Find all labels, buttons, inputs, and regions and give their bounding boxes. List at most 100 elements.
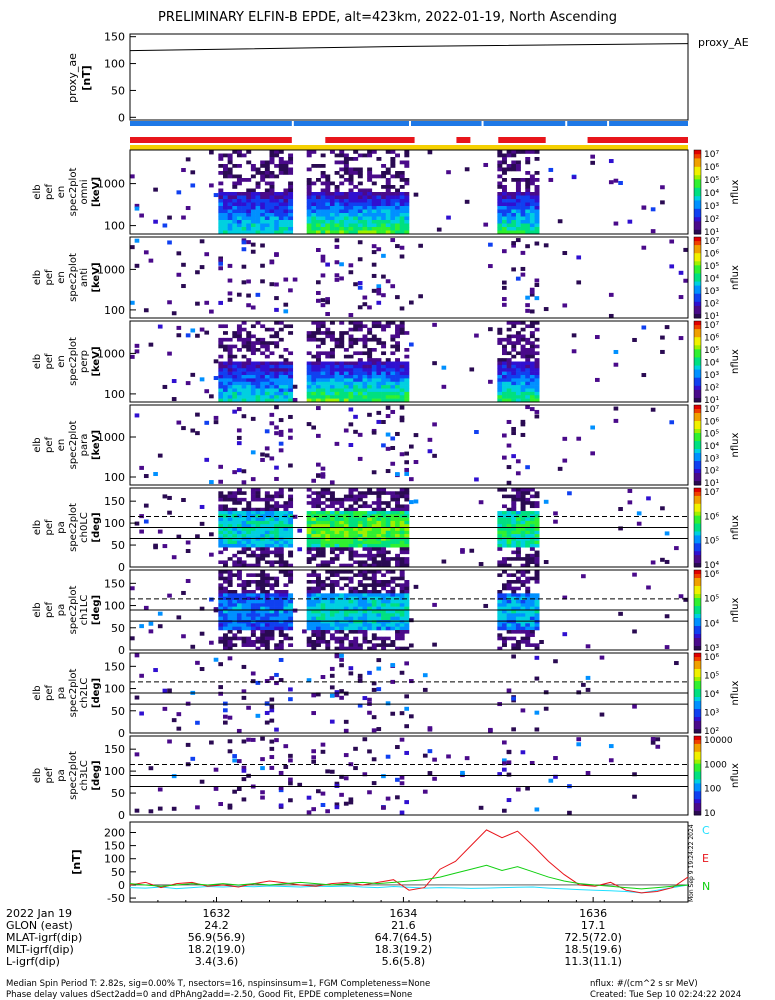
spectrogram-cell [246,603,252,607]
spectrogram-cell [278,378,284,383]
spectrogram-cell [404,497,410,502]
colorbar-tick-label: 10⁶ [704,512,719,522]
spectrogram-cell [385,364,391,369]
spectrogram-cell [506,199,512,203]
spectrogram-cell [339,375,345,379]
spectrogram-cell [385,358,391,362]
spectrogram-cell [269,260,275,265]
colorbar-tick-label: 10¹ [704,228,719,238]
status-bar-red [325,137,415,143]
spectrogram-cell [283,613,289,617]
spectrogram-cell [288,199,294,203]
colorbar-segment [694,429,701,434]
spectrogram-cell [525,223,531,228]
colorbar-tick-label: 10³ [704,202,719,212]
spectrogram-cell [520,563,526,568]
colorbar-tick-label: 10⁶ [704,570,719,580]
spectrogram-cell [641,373,647,378]
spectrogram-cell [395,603,400,607]
spectrogram-cell [515,375,521,379]
spectrogram-cell [223,527,228,532]
spectrogram-cell [385,606,391,611]
spectrogram-cell [278,371,284,376]
spectrogram-cell [288,216,294,221]
spectrogram-cell [362,195,368,200]
spectrogram-cell [339,636,345,641]
spectrogram-cell [325,570,331,574]
colorbar-segment [694,349,701,354]
spectrogram-cell [422,789,428,794]
spectrogram-cell [348,666,354,671]
spectrogram-cell [236,435,242,440]
spectrogram-cell [185,333,191,338]
spectrogram-cell [348,586,354,591]
spectrogram-cell [353,341,359,345]
spectrogram-cell [511,213,517,217]
spectrogram-cell [371,381,377,386]
spectrogram-cell [316,206,321,210]
spectrogram-cell [497,220,503,224]
colorbar-segment [694,453,701,458]
spectrogram-cell [520,385,526,389]
spectrogram-cell [223,153,228,158]
spectrogram-cell [525,368,531,372]
spectrogram-cell [511,596,517,601]
spectrogram-cell [534,378,540,383]
spectrogram-cell [148,766,154,771]
x-value: 18.3(19.2) [375,943,433,956]
spectrogram-cell [520,616,526,621]
spectrogram-cell [218,494,224,499]
spectrogram-cell [316,576,321,581]
spectrogram-cell [241,192,247,196]
spectrogram-cell [250,626,256,631]
spectrogram-cell [497,195,503,200]
spectrogram-cell [246,381,252,386]
spectrogram-cell [329,227,335,231]
spectrogram-cell [385,593,391,597]
spectrogram-cell [269,633,275,637]
spectrogram-cell [288,553,294,558]
colorbar-segment [694,661,701,666]
spectrogram-cell [515,227,521,231]
spectrogram-cell [227,348,233,352]
spectrogram-cell [316,636,321,641]
en-ytick-label: 100 [104,471,125,484]
spectrogram-cell [381,613,387,617]
spectrogram-cell [525,395,531,399]
spectrogram-cell [236,491,242,495]
spectrogram-cell [264,626,270,631]
spectrogram-cell [432,602,437,607]
spectrogram-cell [227,491,233,495]
spectrogram-cell [329,606,335,611]
spectrogram-cell [130,636,135,641]
spectrogram-cell [339,262,344,267]
colorbar-segment [694,547,701,552]
spectrogram-cell [664,559,670,564]
spectrogram-cell [329,150,335,154]
spectrogram-cell [343,517,349,522]
spectrogram-cell [515,160,521,165]
spectrogram-cell [506,494,512,499]
spectrogram-cell [390,364,396,369]
spectrogram-cell [534,385,540,389]
spectrogram-cell [269,385,275,389]
spectrogram-cell [357,199,363,203]
colorbar-segment [694,779,701,784]
spectrogram-cell [269,511,275,515]
spectrogram-cell [246,388,252,393]
spectrogram-cell [278,514,284,518]
spectrogram-cell [264,613,270,617]
spectrogram-cell [529,395,535,399]
spectrogram-cell [329,616,335,621]
spectrogram-cell [362,613,368,617]
spectrogram-cell [218,213,224,217]
spectrogram-cell [534,517,540,522]
spectrogram-cell [399,560,405,565]
spectrogram-cell [371,398,377,403]
spectrogram-cell [502,375,507,379]
spectrogram-cell [348,517,354,522]
spectrogram-cell [218,576,224,581]
spectrogram-cell [339,640,345,644]
spectrogram-cell [329,666,335,671]
spectrogram-cell [511,613,517,617]
